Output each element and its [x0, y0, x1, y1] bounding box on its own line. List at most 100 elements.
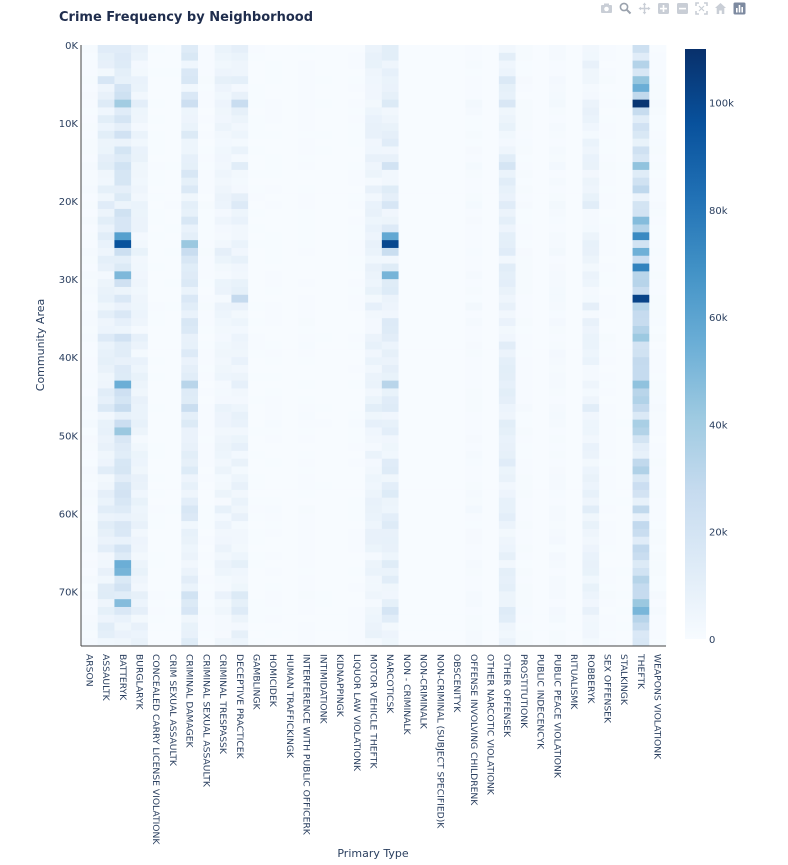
heatmap-cell [615, 169, 633, 178]
heatmap-cell [231, 240, 249, 249]
heatmap-cell [264, 294, 282, 303]
heatmap-cell [599, 115, 617, 124]
heatmap-cell [181, 240, 199, 249]
heatmap-cell [649, 513, 667, 522]
heatmap-cell [498, 52, 516, 61]
heatmap-cell [114, 318, 132, 327]
heatmap-cell [582, 216, 600, 225]
heatmap-cell [365, 583, 383, 592]
heatmap-cell [365, 115, 383, 124]
heatmap-cell [515, 536, 533, 545]
heatmap-cell [448, 123, 466, 132]
heatmap-cell [198, 552, 216, 561]
heatmap-cell [415, 247, 433, 257]
heatmap-cell [482, 247, 500, 257]
heatmap-cell [498, 232, 516, 241]
heatmap-cell [381, 130, 399, 139]
heatmap-cell [281, 115, 299, 124]
heatmap-cell [515, 115, 533, 124]
heatmap-cell [315, 427, 333, 436]
heatmap-cell [281, 146, 299, 155]
heatmap-cell [81, 162, 99, 171]
heatmap-cell [114, 216, 132, 225]
heatmap-cell [181, 614, 199, 623]
heatmap-cell [264, 591, 282, 600]
heatmap-cell [365, 279, 383, 288]
heatmap-cell [465, 560, 483, 569]
heatmap-cell [498, 513, 516, 522]
heatmap-cell [214, 606, 232, 616]
heatmap-cell [582, 536, 600, 545]
heatmap-cell [649, 630, 667, 639]
heatmap-cell [315, 435, 333, 444]
heatmap-cell [532, 76, 550, 85]
heatmap-cell [281, 443, 299, 452]
heatmap-cell [264, 138, 282, 147]
heatmap-cell [214, 216, 232, 225]
heatmap-cell [415, 60, 433, 69]
heatmap-cell [381, 365, 399, 374]
autoscale-icon[interactable] [693, 0, 710, 17]
heatmap-cell [348, 68, 366, 77]
heatmap-cell [231, 341, 249, 350]
heatmap-cell [331, 349, 349, 358]
heatmap-cell [482, 404, 500, 413]
heatmap-cell [331, 115, 349, 124]
heatmap-cell [515, 567, 533, 577]
heatmap-cell [365, 599, 383, 608]
heatmap-cell [97, 521, 115, 530]
heatmap-cell [248, 419, 266, 428]
heatmap-cell [532, 599, 550, 608]
heatmap-cell [81, 599, 99, 608]
heatmap-cell [498, 294, 516, 303]
heatmap-cell [81, 411, 99, 420]
heatmap-cell [632, 357, 650, 366]
heatmap-cell [515, 560, 533, 569]
plotly-logo-icon[interactable] [731, 0, 748, 17]
heatmap-cell [482, 341, 500, 350]
home-icon[interactable] [712, 0, 729, 17]
heatmap-cell [365, 638, 383, 647]
heatmap-cell [214, 185, 232, 194]
heatmap-cell [331, 357, 349, 366]
heatmap-cell [114, 638, 132, 647]
heatmap-cell [549, 123, 567, 132]
pan-icon[interactable] [636, 0, 653, 17]
heatmap-cell [498, 76, 516, 85]
heatmap-cell [365, 146, 383, 155]
heatmap-cell [532, 528, 550, 538]
heatmap-cell [398, 146, 416, 155]
zoom-out-icon[interactable] [674, 0, 691, 17]
heatmap-cell [264, 224, 282, 233]
heatmap-cell [632, 638, 650, 647]
heatmap-cell [365, 333, 383, 342]
heatmap-cell [164, 325, 182, 335]
heatmap-cell [131, 169, 149, 178]
plot-area[interactable] [80, 45, 667, 647]
heatmap-cell [515, 372, 533, 381]
heatmap-cell [81, 302, 99, 311]
heatmap-cell [498, 162, 516, 171]
heatmap-cell [448, 169, 466, 178]
heatmap-cell [281, 622, 299, 631]
heatmap-cell [448, 349, 466, 358]
heatmap-cell [231, 271, 249, 280]
heatmap-cell [81, 115, 99, 124]
heatmap-cell [131, 482, 149, 491]
zoom-icon[interactable] [617, 0, 634, 17]
heatmap-cell [632, 372, 650, 381]
heatmap-cell [532, 123, 550, 132]
heatmap-cell [315, 513, 333, 522]
heatmap-cell [582, 91, 600, 100]
heatmap-cell [398, 404, 416, 413]
camera-icon[interactable] [598, 0, 615, 17]
heatmap-cell [97, 279, 115, 288]
zoom-in-icon[interactable] [655, 0, 672, 17]
heatmap-cell [632, 575, 650, 584]
heatmap-cell [649, 474, 667, 483]
x-tick-label: ARSON [83, 654, 94, 687]
heatmap-cell [214, 435, 232, 444]
heatmap-cell [515, 489, 533, 499]
heatmap-cell [131, 318, 149, 327]
heatmap-cell [97, 443, 115, 452]
